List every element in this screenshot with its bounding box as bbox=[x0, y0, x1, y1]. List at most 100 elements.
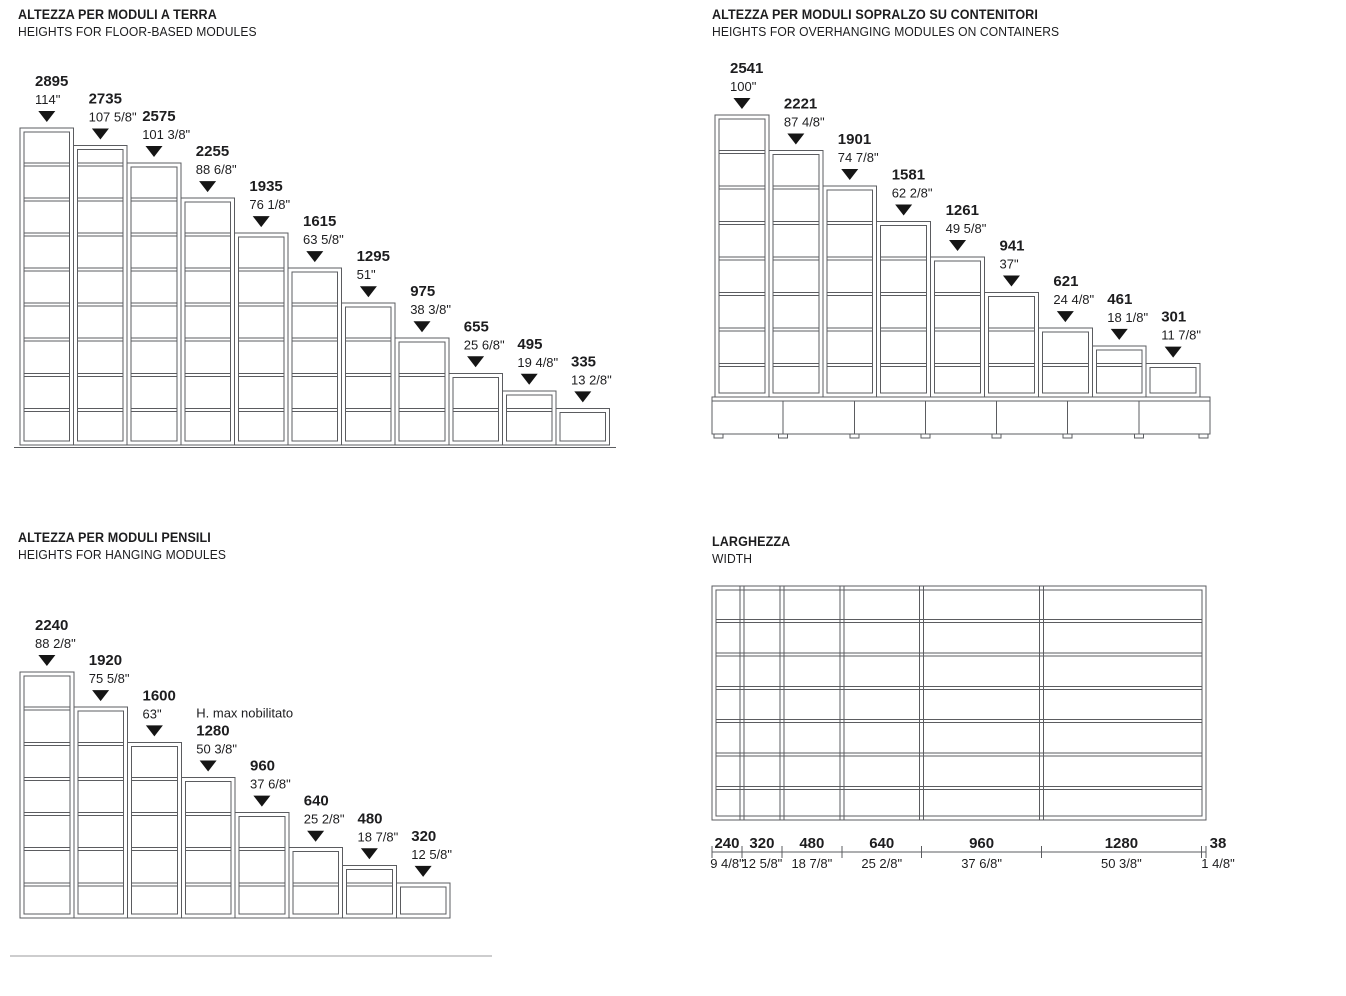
height-inch-label: 88 6/8" bbox=[196, 162, 237, 177]
dimension-arrow-down-icon bbox=[307, 830, 325, 842]
height-inch-label: 19 4/8" bbox=[517, 355, 558, 370]
module-outer-frame bbox=[501, 390, 557, 446]
height-mm-label: 1280 bbox=[196, 722, 229, 739]
dimension-arrow-down-icon bbox=[360, 848, 378, 860]
module-outer-frame bbox=[768, 149, 824, 398]
shelf-module-461: 461 18 1/8" bbox=[1091, 291, 1148, 398]
shelf-module-640: 640 25 2/8" bbox=[288, 793, 345, 919]
container-foot bbox=[713, 433, 724, 439]
panel-hanging-diagram: 2240 88 2/8" 1920 75 5/8" 1600 63" H. max nobi… bbox=[10, 617, 492, 957]
shelf-module-1295: 1295 51" bbox=[341, 248, 396, 446]
module-outer-frame bbox=[714, 114, 770, 398]
dimension-arrow-down-icon bbox=[359, 286, 377, 298]
container-base-row bbox=[711, 396, 1211, 439]
height-mm-label: 461 bbox=[1107, 291, 1132, 308]
dimension-arrow-down-icon bbox=[467, 356, 485, 368]
module-inner-frame bbox=[1041, 331, 1089, 394]
height-mm-label: 1615 bbox=[303, 213, 336, 230]
dimension-arrow-down-icon bbox=[733, 97, 751, 109]
container-foot bbox=[991, 433, 1002, 439]
width-inch-label: 37 6/8" bbox=[961, 856, 1002, 871]
height-mm-label: 320 bbox=[411, 828, 436, 845]
container-foot bbox=[920, 433, 931, 439]
container-top-band bbox=[711, 396, 1211, 402]
height-mm-label: 2575 bbox=[142, 108, 175, 125]
module-inner-frame bbox=[131, 745, 178, 915]
module-outer-frame bbox=[19, 127, 75, 446]
height-inch-label: 87 4/8" bbox=[784, 114, 825, 129]
module-inner-frame bbox=[130, 166, 178, 442]
panel-floor-header: ALTEZZA PER MODULI A TERRA HEIGHTS FOR F… bbox=[18, 6, 257, 40]
height-mm-label: 1920 bbox=[89, 652, 122, 669]
module-inner-frame bbox=[77, 149, 124, 442]
panel-overhang-header: ALTEZZA PER MODULI SOPRALZO SU CONTENITO… bbox=[712, 6, 1059, 40]
height-mm-label: 655 bbox=[464, 318, 489, 335]
width-mm-label: 320 bbox=[749, 835, 774, 852]
module-inner-frame bbox=[398, 341, 446, 442]
module-outer-frame bbox=[1091, 345, 1147, 398]
height-mm-label: 2895 bbox=[35, 73, 68, 90]
module-outer-frame bbox=[555, 407, 611, 446]
height-inch-label: 76 1/8" bbox=[249, 197, 290, 212]
width-dimension-scale: 240 9 4/8" 320 12 5/8" 480 18 7/8" 640 25 2/8" 9… bbox=[710, 835, 1235, 871]
shelf-module-2735: 2735 107 5/8" bbox=[73, 91, 137, 446]
dimension-arrow-down-icon bbox=[1110, 328, 1128, 340]
height-mm-label: 975 bbox=[410, 283, 435, 300]
dimension-arrow-down-icon bbox=[1002, 275, 1020, 287]
shelf-module-301: 301 11 7/8" bbox=[1145, 309, 1201, 398]
container-foot bbox=[1062, 433, 1073, 439]
panel-width-subtitle: WIDTH bbox=[712, 551, 753, 566]
container-foot bbox=[1198, 433, 1209, 439]
height-mm-label: 621 bbox=[1053, 273, 1078, 290]
height-inch-label: 37" bbox=[1000, 257, 1019, 272]
module-inner-frame bbox=[345, 306, 392, 442]
shelf-module-1901: 1901 74 7/8" bbox=[822, 131, 879, 398]
module-inner-frame bbox=[505, 394, 553, 442]
note-label: H. max nobilitato bbox=[196, 705, 293, 720]
module-outer-frame bbox=[394, 337, 450, 446]
container-foot bbox=[1133, 433, 1144, 439]
dimension-arrow-down-icon bbox=[414, 865, 432, 877]
module-outer-frame bbox=[234, 812, 290, 919]
shelf-module-2255: 2255 88 6/8" bbox=[180, 143, 237, 446]
width-inch-label: 25 2/8" bbox=[861, 856, 902, 871]
height-inch-label: 25 2/8" bbox=[304, 812, 345, 827]
dimension-arrow-down-icon bbox=[895, 204, 913, 216]
shelf-module-975: 975 38 3/8" bbox=[394, 283, 451, 446]
shelf-module-655: 655 25 6/8" bbox=[448, 318, 505, 446]
panel-hanging-header: ALTEZZA PER MODULI PENSILI HEIGHTS FOR H… bbox=[18, 529, 226, 563]
dimension-arrow-down-icon bbox=[841, 168, 859, 180]
dimension-arrow-down-icon bbox=[574, 391, 592, 403]
module-outer-frame bbox=[341, 302, 396, 446]
height-inch-label: 12 5/8" bbox=[411, 847, 452, 862]
width-inch-label: 1 4/8" bbox=[1201, 856, 1235, 871]
module-inner-frame bbox=[934, 260, 981, 394]
module-outer-frame bbox=[1037, 327, 1093, 398]
dimension-arrow-down-icon bbox=[306, 251, 324, 263]
shelf-module-2240: 2240 88 2/8" bbox=[19, 617, 76, 919]
height-inch-label: 38 3/8" bbox=[410, 302, 451, 317]
dimension-arrow-down-icon bbox=[145, 146, 163, 158]
height-mm-label: 1935 bbox=[249, 178, 282, 195]
module-outer-frame bbox=[233, 232, 289, 446]
dimension-arrow-down-icon bbox=[253, 795, 271, 807]
shelf-module-1935: 1935 76 1/8" bbox=[233, 178, 291, 446]
height-mm-label: 1261 bbox=[946, 202, 979, 219]
height-mm-label: 941 bbox=[1000, 238, 1025, 255]
shelf-module-960: 960 37 6/8" bbox=[234, 758, 291, 919]
width-mm-label: 1280 bbox=[1105, 835, 1138, 852]
shelf-module-2575: 2575 101 3/8" bbox=[126, 108, 191, 446]
dimension-arrow-down-icon bbox=[199, 760, 217, 772]
module-inner-frame bbox=[237, 236, 285, 442]
dimension-arrow-down-icon bbox=[520, 373, 538, 385]
panel-width-title: LARGHEZZA bbox=[712, 534, 791, 549]
height-inch-label: 18 1/8" bbox=[1107, 310, 1148, 325]
shelf-module-1261: 1261 49 5/8" bbox=[930, 202, 987, 398]
module-inner-frame bbox=[238, 816, 286, 915]
module-inner-frame bbox=[559, 411, 607, 442]
dimension-arrow-down-icon bbox=[199, 181, 217, 193]
module-outer-frame bbox=[822, 185, 878, 398]
shelf-module-320: 320 12 5/8" bbox=[395, 828, 452, 919]
shelf-module-1600: 1600 63" bbox=[127, 687, 182, 919]
